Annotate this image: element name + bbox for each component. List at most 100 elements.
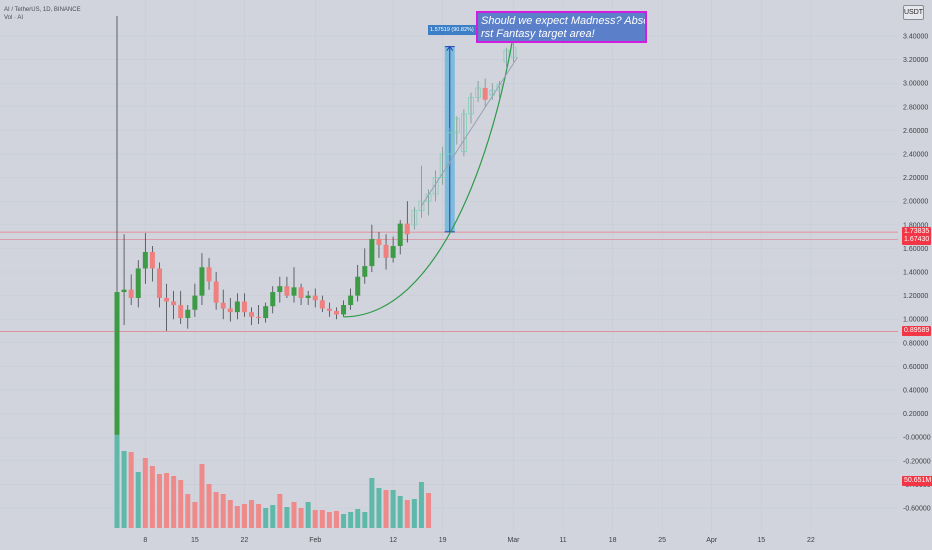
candle-body (362, 266, 368, 277)
candle-body (121, 289, 127, 293)
price-tick-label: 0.20000 (903, 411, 928, 418)
callout-annotation[interactable]: Should we expect Madness? Absolutely yes… (476, 11, 647, 43)
volume-bar (426, 493, 432, 528)
price-tick-label: 2.80000 (903, 104, 928, 111)
volume-bar (249, 500, 255, 528)
parabolic-curve[interactable] (343, 21, 517, 318)
volume-bar (121, 451, 127, 528)
volume-bar (319, 510, 325, 528)
price-tick-label: 1.00000 (903, 317, 928, 324)
price-tag: 0.89589 (902, 326, 932, 337)
price-tick-label: 1.40000 (903, 270, 928, 277)
candle-body (206, 267, 212, 282)
volume-bar (277, 494, 283, 528)
candle-body (397, 223, 403, 247)
volume-bar (164, 473, 170, 528)
candle-body (376, 238, 382, 245)
time-tick-label: 11 (559, 537, 566, 544)
volume-bar (333, 511, 339, 528)
candle-body (496, 83, 503, 91)
candle-body (156, 268, 162, 298)
volume-bar (234, 506, 240, 528)
candle-body (249, 312, 255, 317)
callout-line-2: rst Fantasy target area! (481, 28, 595, 40)
volume-bar (263, 508, 269, 528)
candle-body (128, 289, 134, 298)
time-tick-label: Mar (507, 537, 520, 544)
candle-body (390, 246, 396, 258)
time-tick-label: 12 (389, 537, 397, 544)
price-tick-label: 2.40000 (903, 152, 928, 159)
candle-body (369, 238, 375, 267)
candle-body (461, 113, 467, 153)
candle-body (256, 316, 262, 319)
volume-bar (348, 512, 354, 528)
volume-bar (305, 502, 311, 528)
candle-body (383, 244, 389, 258)
price-tick-label: 3.00000 (903, 81, 928, 88)
price-tick-label: 2.20000 (903, 175, 928, 182)
trend-line[interactable] (421, 56, 518, 207)
candle-body (178, 305, 184, 319)
volume-bar (142, 458, 148, 528)
volume-bar (241, 504, 247, 528)
candle-body (468, 96, 474, 115)
candle-body (241, 301, 247, 313)
time-tick-label: 15 (757, 537, 765, 544)
price-tag: 1.67430 (902, 234, 932, 245)
candle-body (326, 308, 332, 311)
volume-bar (355, 509, 361, 528)
time-tick-label: 22 (807, 537, 815, 544)
candle-body (227, 308, 233, 313)
time-tick-label: 19 (439, 537, 447, 544)
candle-body (333, 310, 339, 315)
candle-body (263, 306, 269, 319)
volume-bar (185, 494, 191, 528)
volume-bar (298, 508, 304, 528)
volume-bar (206, 484, 212, 528)
candle-body (270, 292, 276, 307)
volume-bar (220, 494, 226, 528)
price-tick-label: 0.40000 (903, 388, 928, 395)
price-tick-label: 0.60000 (903, 364, 928, 371)
volume-bar (227, 500, 233, 528)
volume-bar (326, 512, 332, 528)
volume-legend: Vol · AI (4, 15, 24, 21)
measure-arrowhead (446, 45, 454, 51)
grid (0, 0, 898, 532)
volume-bar (199, 464, 205, 528)
candle-body (482, 87, 488, 100)
currency-unit-button[interactable]: USDT (903, 5, 924, 20)
candle-body (171, 301, 177, 306)
candle-body (164, 297, 170, 302)
volume-bar (284, 507, 290, 528)
price-axis[interactable]: 3.40000 3.20000 3.00000 2.80000 2.60000 2.400… (903, 34, 931, 513)
volume-bar (383, 490, 389, 528)
volume-bar (128, 452, 134, 528)
candle-body (199, 267, 205, 296)
volume-bar (291, 502, 297, 528)
time-tick-label: 25 (658, 537, 666, 544)
candle-body (510, 47, 517, 58)
volume-bar (256, 504, 262, 528)
volume-bar (192, 502, 198, 528)
candle-body (319, 300, 325, 309)
candle-body (475, 87, 481, 98)
time-axis[interactable]: 8 15 22 Feb 12 19 Mar 11 18 25 Apr 15 22 (143, 537, 814, 544)
price-tick-label: 3.40000 (903, 34, 928, 41)
volume-bar (178, 480, 184, 528)
candle-body (234, 301, 240, 313)
candle-body (432, 177, 439, 195)
price-tick-label: 1.60000 (903, 246, 928, 253)
candle-body (348, 295, 354, 306)
candle-body (453, 118, 460, 134)
price-tick-label: -0.20000 (903, 458, 931, 465)
volume-bar (369, 478, 375, 528)
volume-bar (312, 510, 318, 528)
time-tick-label: 18 (609, 537, 617, 544)
volume-bar (135, 472, 141, 528)
callout-line-1: Should we expect Madness? Absolutely yes… (481, 15, 645, 27)
volume-bar (270, 505, 276, 528)
time-tick-label: 8 (143, 537, 147, 544)
